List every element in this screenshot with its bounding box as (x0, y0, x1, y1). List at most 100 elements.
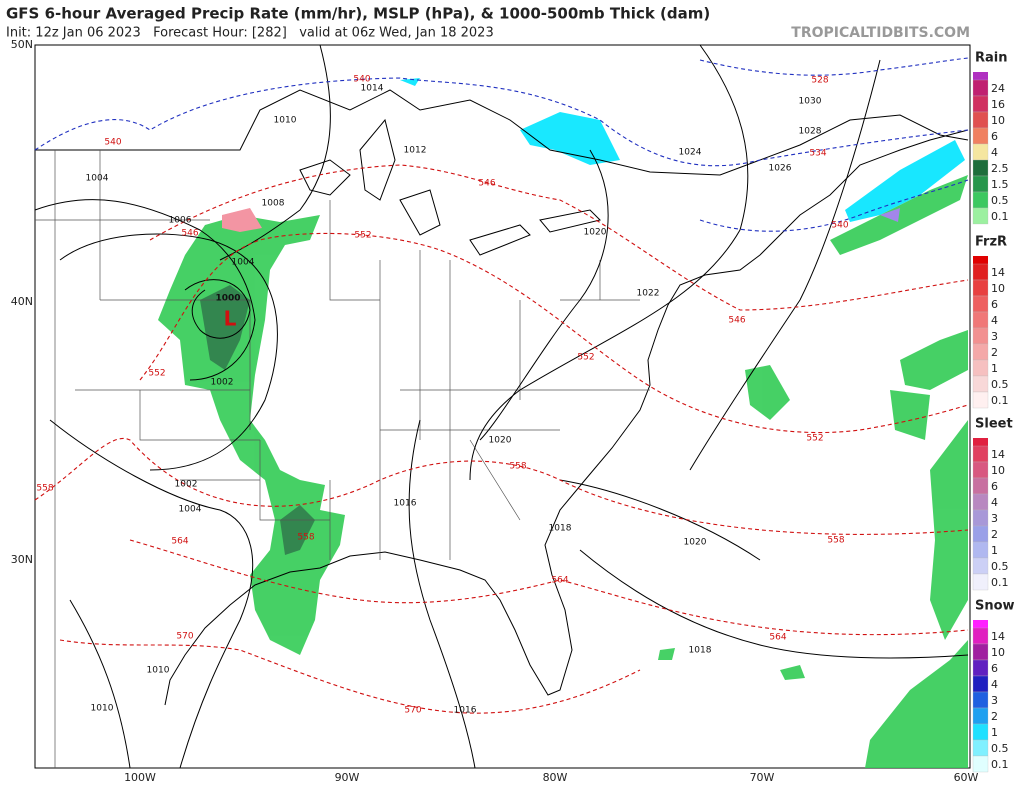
snow-area (520, 112, 620, 165)
rain-area (745, 365, 790, 420)
legend-swatch (972, 159, 989, 177)
isobar-label: 1010 (147, 666, 170, 676)
isobar-label: 1026 (769, 164, 792, 174)
lon-label: 100W (124, 771, 156, 784)
legend-swatch (972, 391, 989, 409)
legend-swatch (972, 573, 989, 591)
legend-swatch (972, 691, 989, 709)
thickness-label: 564 (769, 633, 786, 643)
legend-label: 3 (991, 694, 998, 707)
lon-label: 60W (954, 771, 979, 784)
legend-label: 4 (991, 496, 998, 509)
thickness-label: 558 (509, 462, 526, 472)
legend-swatch (972, 557, 989, 575)
lat-label: 40N (11, 295, 33, 308)
legend-label: 6 (991, 662, 998, 675)
legend-label: 2.5 (991, 162, 1009, 175)
legend-title: FrzR (975, 235, 1007, 250)
legend-swatch (972, 707, 989, 725)
isobar-label: 1004 (232, 258, 255, 268)
low-symbol: L (224, 307, 237, 331)
rain-area (865, 640, 968, 768)
thickness-label: 552 (148, 369, 165, 379)
legend-label: 2 (991, 710, 998, 723)
rain-heavy (280, 505, 315, 555)
rain-heavy (200, 285, 250, 370)
legend-label: 0.1 (991, 394, 1009, 407)
legend-swatch (973, 620, 988, 628)
map-frame (34, 44, 971, 769)
legend-swatch (972, 263, 989, 281)
frzr-area (222, 208, 262, 232)
legend-swatch (972, 445, 989, 463)
rain-area (658, 648, 675, 660)
legend-swatch (972, 143, 989, 161)
isobar-label: 1004 (179, 505, 202, 515)
legend-swatch (973, 256, 988, 264)
sleet-area (880, 208, 900, 222)
legend-label: 0.1 (991, 576, 1009, 589)
thickness-label: 552 (806, 434, 823, 444)
legend-swatch (972, 493, 989, 511)
thickness-label: 540 (104, 138, 121, 148)
legend-label: 14 (991, 448, 1005, 461)
legend-label: 2 (991, 346, 998, 359)
isobar-label: 1016 (454, 706, 477, 716)
legend-label: 1 (991, 362, 998, 375)
lon-label: 90W (335, 771, 360, 784)
legend-swatch (972, 175, 989, 193)
legend-swatch (972, 723, 989, 741)
lat-label: 50N (11, 38, 33, 51)
rain-area (780, 665, 805, 680)
legend-label: 10 (991, 114, 1005, 127)
legend-swatch (972, 461, 989, 479)
isobar-label: 1010 (274, 116, 297, 126)
isobar-label: 1030 (799, 97, 822, 107)
legend-label: 24 (991, 82, 1005, 95)
lat-label: 30N (11, 553, 33, 566)
legend-label: 0.5 (991, 560, 1009, 573)
legend-swatch (972, 127, 989, 145)
legend-label: 14 (991, 630, 1005, 643)
coastline (35, 89, 969, 706)
legend-label: 1 (991, 726, 998, 739)
isobar-label: 1000 (215, 294, 240, 304)
legend-label: 10 (991, 464, 1005, 477)
legend-swatch (972, 509, 989, 527)
legend-label: 2 (991, 528, 998, 541)
isobar-label: 1002 (175, 480, 198, 490)
thickness-label: 552 (577, 353, 594, 363)
legend-label: 0.1 (991, 210, 1009, 223)
thickness-label: 564 (171, 537, 188, 547)
rain-area (930, 420, 968, 640)
site-name: TROPICALTIDBITS.COM (791, 25, 970, 41)
legend-swatch (972, 279, 989, 297)
legend-swatch (972, 359, 989, 377)
snow-area (400, 78, 420, 86)
legend-label: 14 (991, 266, 1005, 279)
lon-label: 70W (750, 771, 775, 784)
state-borders (35, 150, 650, 768)
legend-label: 1 (991, 544, 998, 557)
legend-label: 3 (991, 512, 998, 525)
legend-swatch (972, 643, 989, 661)
isobar-label: 1004 (86, 174, 109, 184)
isobars (34, 44, 969, 769)
legend-title: Rain (975, 51, 1008, 66)
rain-area (900, 330, 968, 390)
thickness-label: 552 (354, 231, 371, 241)
legend-swatch (972, 327, 989, 345)
legend-swatch (972, 739, 989, 757)
isobar-label: 1010 (91, 704, 114, 714)
thickness-label: 534 (809, 149, 826, 159)
legend-swatch (972, 79, 989, 97)
thickness-label: 558 (827, 536, 844, 546)
legend-label: 10 (991, 646, 1005, 659)
legend-swatch (972, 295, 989, 313)
thickness-label: 558 (297, 533, 314, 543)
legend-label: 0.5 (991, 742, 1009, 755)
isobar-label: 1014 (361, 84, 384, 94)
legend-swatch (972, 311, 989, 329)
legend-label: 6 (991, 480, 998, 493)
